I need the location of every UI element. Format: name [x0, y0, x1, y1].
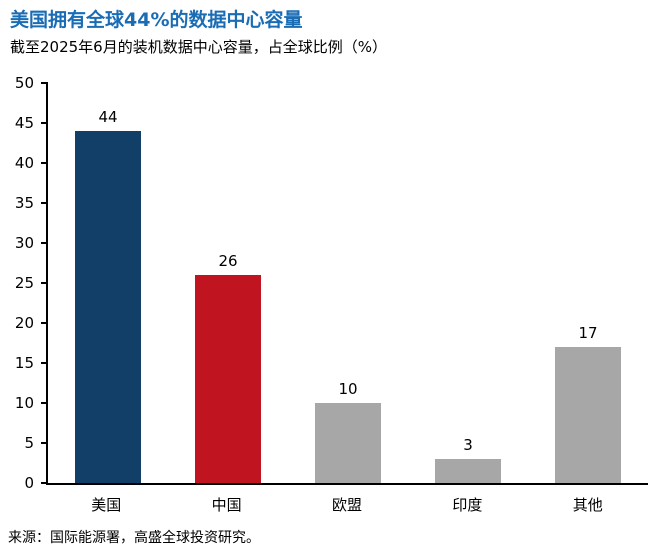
bar-value-label: 44 — [98, 108, 118, 126]
y-tick-label: 35 — [14, 194, 34, 212]
bar-value-label: 17 — [578, 324, 598, 342]
y-tick-mark — [41, 202, 48, 204]
bar-group-2: 10 — [288, 83, 408, 483]
y-tick-mark — [41, 162, 48, 164]
y-tick-label: 0 — [24, 474, 34, 492]
bar-1 — [195, 275, 261, 483]
bar-series: 44 26 10 3 17 — [48, 83, 648, 483]
y-tick-label: 10 — [14, 394, 34, 412]
y-tick-mark — [41, 482, 48, 484]
bar-value-label: 3 — [463, 436, 473, 454]
bar-group-0: 44 — [48, 83, 168, 483]
category-label-0: 美国 — [91, 496, 122, 514]
bar-4 — [555, 347, 621, 483]
y-tick-mark — [41, 362, 48, 364]
y-tick-label: 40 — [14, 154, 34, 172]
x-axis-labels: 美国 中国 欧盟 印度 其他 — [46, 494, 648, 515]
y-tick-label: 15 — [14, 354, 34, 372]
category-label-2: 欧盟 — [331, 496, 362, 514]
bar-0 — [75, 131, 141, 483]
bar-group-1: 26 — [168, 83, 288, 483]
y-tick-mark — [41, 282, 48, 284]
y-tick-label: 5 — [24, 434, 34, 452]
chart-title: 美国拥有全球44%的数据中心容量 — [10, 9, 303, 31]
category-label-3: 印度 — [452, 496, 483, 514]
y-tick-mark — [41, 442, 48, 444]
plot-area: 44 26 10 3 17 0 5 10 15 20 25 30 35 40 45 50 — [15, 74, 648, 492]
bar-value-label: 10 — [338, 380, 358, 398]
category-label-1: 中国 — [211, 496, 242, 514]
chart-subtitle: 截至2025年6月的装机数据中心容量，占全球比例（%） — [10, 38, 387, 56]
y-tick-mark — [41, 402, 48, 404]
bar-value-label: 26 — [218, 252, 238, 270]
y-tick-label: 50 — [14, 74, 34, 92]
y-tick-mark — [41, 82, 48, 84]
bar-group-3: 3 — [408, 83, 528, 483]
category-label-4: 其他 — [572, 496, 603, 514]
bar-2 — [315, 403, 381, 483]
y-tick-label: 25 — [14, 274, 34, 292]
y-tick-mark — [41, 322, 48, 324]
y-tick-mark — [41, 122, 48, 124]
bar-group-4: 17 — [528, 83, 648, 483]
y-tick-mark — [41, 242, 48, 244]
y-tick-label: 30 — [14, 234, 34, 252]
bar-3 — [435, 459, 501, 483]
source-note: 来源：国际能源署，高盛全球投资研究。 — [8, 530, 260, 546]
y-tick-label: 45 — [14, 114, 34, 132]
y-tick-label: 20 — [14, 314, 34, 332]
